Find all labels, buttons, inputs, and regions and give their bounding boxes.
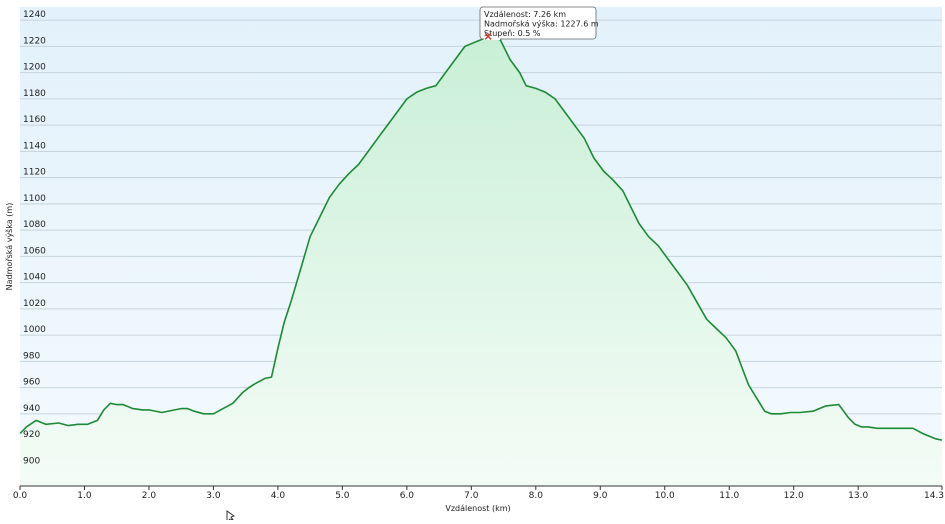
x-tick-label: 12.0	[784, 491, 804, 501]
x-tick-label: 1.0	[77, 491, 92, 501]
y-tick-label: 1100	[23, 194, 46, 204]
y-tick-label: 1000	[23, 325, 46, 335]
tooltip-line: Stupeň: 0.5 %	[484, 28, 541, 38]
y-tick-label: 1040	[23, 273, 46, 283]
x-tick-label: 14.3	[924, 491, 944, 501]
y-tick-label: 1120	[23, 168, 46, 178]
y-axis-title: Nadmořská výška (m)	[4, 203, 14, 291]
tooltip-line: Vzdálenost: 7.26 km	[484, 10, 566, 19]
x-tick-label: 5.0	[335, 491, 350, 501]
y-tick-label: 1080	[23, 220, 46, 230]
x-tick-label: 4.0	[271, 491, 286, 501]
y-tick-label: 1180	[23, 89, 46, 99]
x-tick-label: 0.0	[13, 491, 28, 501]
tooltip-line: Nadmořská výška: 1227.6 m	[484, 19, 599, 29]
x-tick-label: 11.0	[719, 491, 739, 501]
x-tick-label: 3.0	[206, 491, 221, 501]
y-tick-label: 1160	[23, 115, 46, 125]
y-tick-label: 1240	[23, 10, 46, 20]
x-tick-label: 13.0	[848, 491, 868, 501]
peak-marker	[484, 32, 492, 40]
x-tick-label: 8.0	[529, 491, 544, 501]
elevation-area	[20, 36, 942, 487]
y-tick-label: 1140	[23, 141, 46, 151]
elevation-line	[19, 35, 943, 441]
y-tick-label: 960	[23, 378, 40, 388]
tooltip-box	[479, 6, 597, 40]
y-tick-label: 920	[23, 430, 40, 440]
x-tick-label: 9.0	[593, 491, 608, 501]
tooltip-joint	[484, 38, 501, 40]
y-tick-label: 1200	[23, 63, 46, 73]
y-tick-label: 1060	[23, 246, 46, 256]
x-tick-label: 10.0	[655, 491, 675, 501]
y-tick-label: 900	[23, 456, 40, 466]
y-tick-label: 980	[23, 351, 40, 361]
y-tick-label: 1220	[23, 36, 46, 46]
x-tick-label: 2.0	[142, 491, 157, 501]
y-tick-label: 940	[23, 404, 40, 414]
axes: 900 920 940 960 980 1000 1020 1040 1060 1080 1100 1…	[4, 10, 944, 513]
x-tick-label: 6.0	[400, 491, 415, 501]
x-tick-label: 7.0	[464, 491, 479, 501]
series-layer	[19, 35, 943, 487]
x-axis-title: Vzdálenost (km)	[445, 504, 510, 513]
mouse-cursor-icon	[226, 510, 235, 524]
y-tick-label: 1020	[23, 299, 46, 309]
